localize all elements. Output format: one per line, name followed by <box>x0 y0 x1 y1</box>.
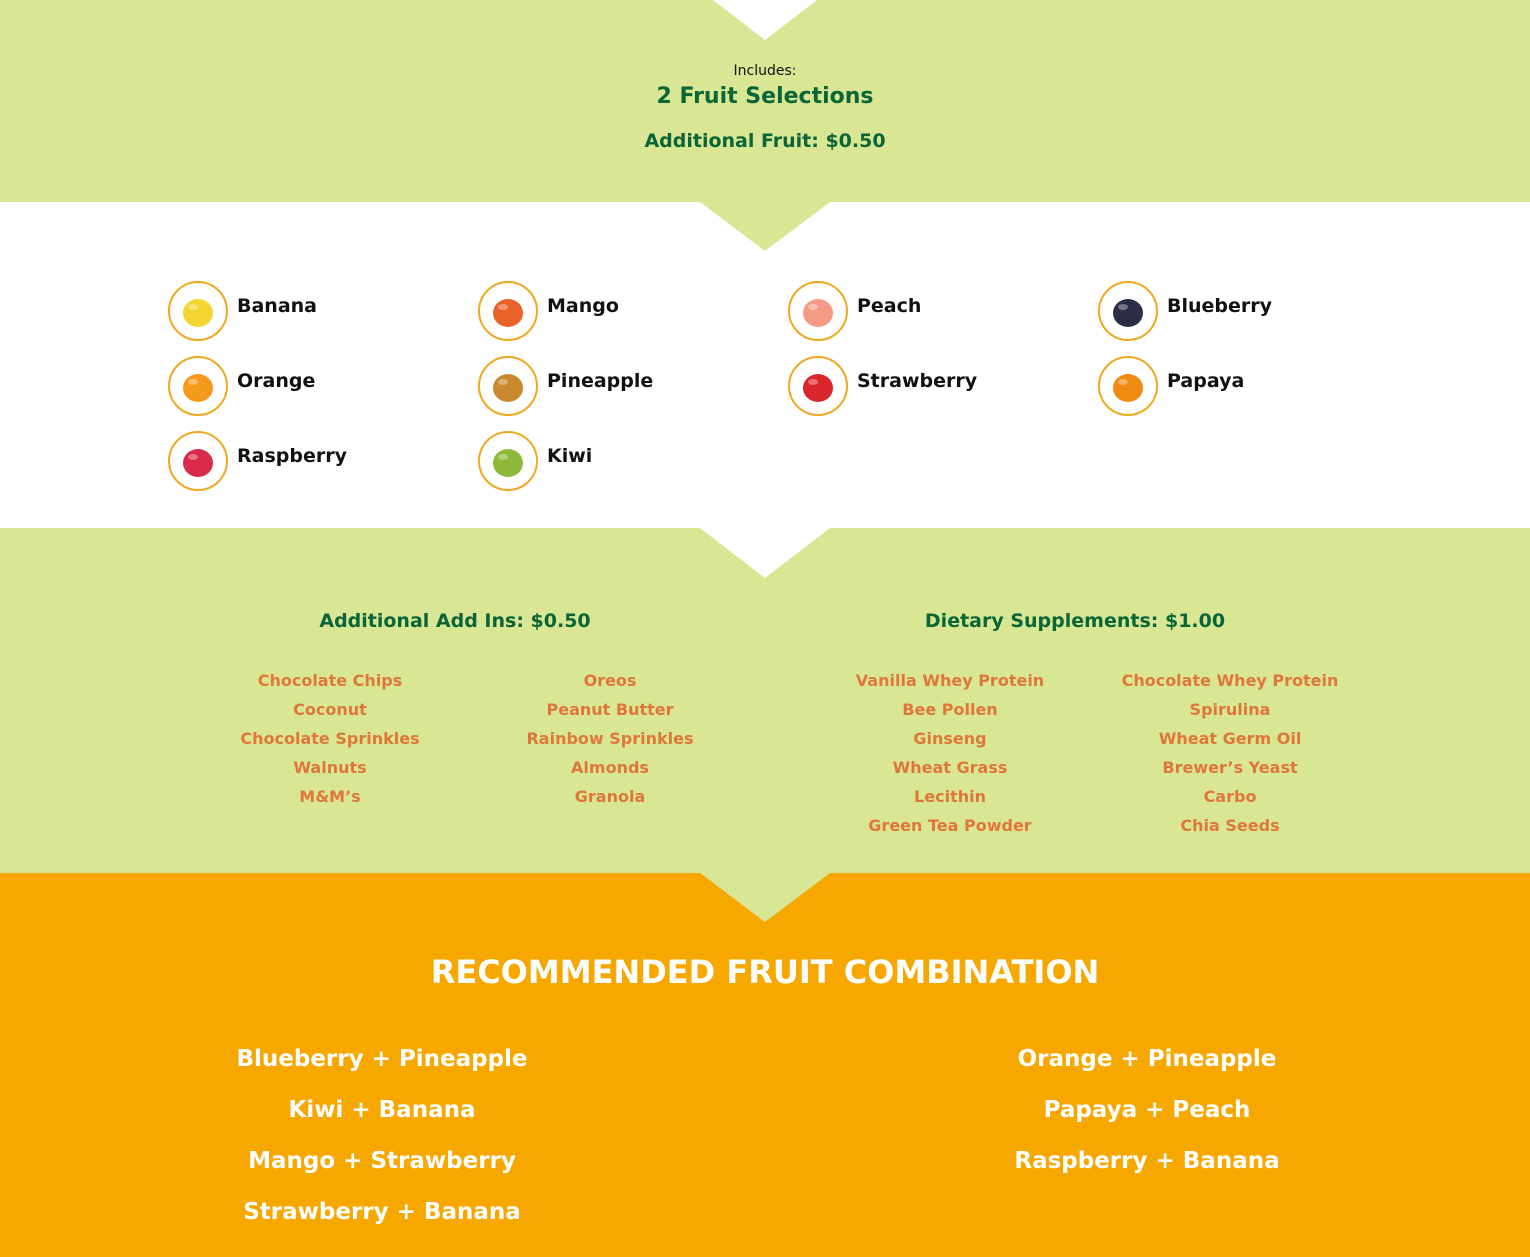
blueberry-icon <box>1113 299 1143 327</box>
includes-section: Includes: 2 Fruit Selections Additional … <box>0 0 1530 202</box>
list-item: Rainbow Sprinkles <box>526 729 694 748</box>
supplements-title: Dietary Supplements: $1.00 <box>924 610 1226 632</box>
fruit-name: Papaya <box>1167 370 1245 392</box>
fruit-item: Raspberry <box>168 431 347 491</box>
fruit-name: Raspberry <box>237 445 347 467</box>
list-item: Strawberry + Banana <box>243 1199 521 1225</box>
fruit-image-circle <box>168 281 228 341</box>
fruit-name: Orange <box>237 370 316 392</box>
addins-section: Additional Add Ins: $0.50 Dietary Supple… <box>0 528 1530 873</box>
raspberry-icon <box>183 449 213 477</box>
list-item: Lecithin <box>914 787 986 806</box>
section-arrow <box>700 202 830 251</box>
fruit-image-circle <box>168 431 228 491</box>
fruit-item: Pineapple <box>478 356 653 416</box>
recommended-title: RECOMMENDED FRUIT COMBINATION <box>430 953 1100 991</box>
list-item: Oreos <box>583 671 637 690</box>
fruit-name: Strawberry <box>857 370 978 392</box>
fruit-image-circle <box>478 431 538 491</box>
list-item: Wheat Grass <box>892 758 1008 777</box>
pineapple-icon <box>493 374 523 402</box>
list-item: Bee Pollen <box>902 700 998 719</box>
list-item: Green Tea Powder <box>868 816 1032 835</box>
fruit-name: Blueberry <box>1167 295 1273 317</box>
fruit-image-circle <box>788 281 848 341</box>
supplements-col2: Chocolate Whey Protein Spirulina Wheat Ger… <box>1090 666 1370 840</box>
list-item: Ginseng <box>913 729 987 748</box>
recommended-left: Blueberry + Pineapple Kiwi + Banana Mango … <box>82 1041 682 1245</box>
fruit-name: Banana <box>237 295 317 317</box>
strawberry-icon <box>803 374 833 402</box>
addins-col1: Chocolate Chips Coconut Chocolate Sprinkle… <box>190 666 470 811</box>
kiwi-icon <box>493 449 523 477</box>
list-item: Raspberry + Banana <box>1014 1148 1280 1174</box>
section-arrow <box>700 528 830 578</box>
includes-label: Includes: <box>733 63 797 79</box>
fruit-item: Papaya <box>1098 356 1244 416</box>
fruit-item: Blueberry <box>1098 281 1272 341</box>
fruit-item: Orange <box>168 356 315 416</box>
list-item: Chocolate Sprinkles <box>240 729 420 748</box>
list-item: Almonds <box>571 758 649 777</box>
fruit-item: Strawberry <box>788 356 977 416</box>
list-item: Papaya + Peach <box>1043 1097 1251 1123</box>
fruit-image-circle <box>478 281 538 341</box>
list-item: Spirulina <box>1189 700 1271 719</box>
fruit-image-circle <box>168 356 228 416</box>
list-item: Chocolate Chips <box>257 671 403 690</box>
fruit-item: Banana <box>168 281 317 341</box>
list-item: Chocolate Whey Protein <box>1121 671 1339 690</box>
banana-icon <box>183 299 213 327</box>
list-item: Blueberry + Pineapple <box>236 1046 528 1072</box>
fruit-item: Peach <box>788 281 921 341</box>
list-item: Mango + Strawberry <box>248 1148 516 1174</box>
list-item: Chia Seeds <box>1180 816 1280 835</box>
list-item: Vanilla Whey Protein <box>855 671 1045 690</box>
list-item: M&M’s <box>299 787 361 806</box>
list-item: Orange + Pineapple <box>1017 1046 1277 1072</box>
list-item: Granola <box>574 787 646 806</box>
list-item: Coconut <box>293 700 367 719</box>
mango-icon <box>493 299 523 327</box>
fruit-section: Banana Mango Peach Blueberry Orange Pineapple… <box>0 202 1530 528</box>
fruit-image-circle <box>788 356 848 416</box>
fruit-image-circle <box>1098 281 1158 341</box>
list-item: Kiwi + Banana <box>288 1097 476 1123</box>
fruit-name: Peach <box>857 295 922 317</box>
fruit-name: Mango <box>547 295 619 317</box>
list-item: Peanut Butter <box>546 700 674 719</box>
fruit-item: Mango <box>478 281 619 341</box>
fruit-name: Kiwi <box>547 445 593 467</box>
fruit-image-circle <box>1098 356 1158 416</box>
fruit-item: Kiwi <box>478 431 592 491</box>
list-item: Brewer’s Yeast <box>1162 758 1298 777</box>
fruit-image-circle <box>478 356 538 416</box>
supplements-col1: Vanilla Whey Protein Bee Pollen Ginseng Whe… <box>810 666 1090 840</box>
fruit-name: Pineapple <box>547 370 654 392</box>
recommended-section: RECOMMENDED FRUIT COMBINATION Blueberry … <box>0 873 1530 1257</box>
list-item: Walnuts <box>293 758 367 777</box>
section-arrow <box>700 873 830 922</box>
list-item: Wheat Germ Oil <box>1158 729 1302 748</box>
addins-col2: Oreos Peanut Butter Rainbow Sprinkles Almon… <box>470 666 750 811</box>
fruit-selections: 2 Fruit Selections <box>656 84 874 109</box>
peach-icon <box>803 299 833 327</box>
section-notch <box>713 0 817 40</box>
list-item: Carbo <box>1203 787 1257 806</box>
papaya-icon <box>1113 374 1143 402</box>
addins-title: Additional Add Ins: $0.50 <box>319 610 591 632</box>
recommended-right: Orange + Pineapple Papaya + Peach Raspberr… <box>847 1041 1447 1194</box>
orange-icon <box>183 374 213 402</box>
additional-fruit-price: Additional Fruit: $0.50 <box>644 130 886 152</box>
